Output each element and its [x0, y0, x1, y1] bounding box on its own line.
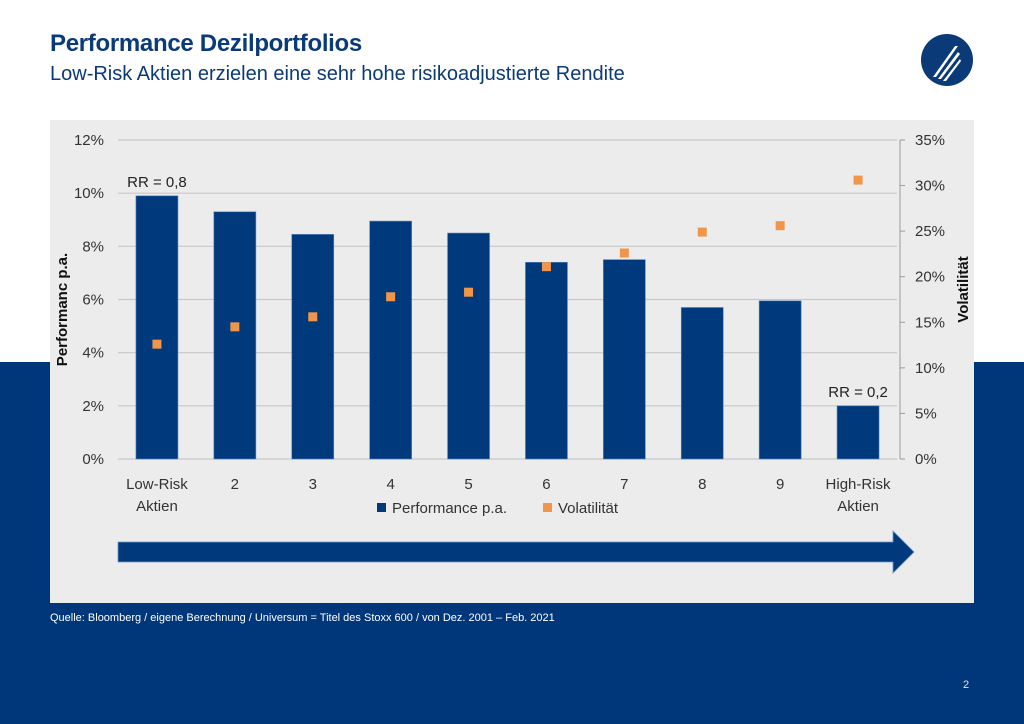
y2-axis-title: Volatilität	[955, 256, 972, 322]
bar-performance	[447, 232, 490, 460]
y-tick-label: 0%	[82, 451, 104, 468]
y-tick-label: 8%	[82, 238, 104, 255]
bar-performance	[836, 405, 880, 460]
rr-annotation: RR = 0,8	[127, 174, 187, 191]
y-axis-title: Performanc p.a.	[54, 253, 71, 366]
bar-performance	[525, 261, 568, 460]
legend-swatch-performance	[377, 503, 386, 512]
bar-performance	[603, 259, 646, 460]
point-volatility	[697, 227, 707, 237]
x-tick-label: High-Risk	[826, 476, 892, 493]
x-tick-label: 3	[309, 476, 317, 493]
x-tick-label: Aktien	[136, 498, 178, 515]
point-volatility	[541, 262, 551, 272]
x-tick-label: Low-Risk	[126, 476, 188, 493]
bar-performance	[758, 300, 802, 460]
y-tick-label: 6%	[82, 292, 104, 309]
y-tick-label: 10%	[74, 185, 104, 202]
point-volatility	[464, 287, 474, 297]
page-subtitle: Low-Risk Aktien erzielen eine sehr hohe …	[50, 63, 625, 85]
source-note: Quelle: Bloomberg / eigene Berechnung / …	[50, 612, 555, 624]
y2-tick-label: 0%	[915, 451, 937, 468]
y2-tick-label: 25%	[915, 223, 945, 240]
bar-performance	[213, 211, 257, 460]
legend-swatch-volatility	[543, 503, 552, 512]
y2-tick-label: 15%	[915, 314, 945, 331]
company-logo-icon	[921, 34, 973, 86]
y2-tick-label: 10%	[915, 360, 945, 377]
x-tick-label: 9	[776, 476, 784, 493]
y2-tick-label: 30%	[915, 178, 945, 195]
x-tick-label: 5	[464, 476, 472, 493]
x-tick-label: 7	[620, 476, 628, 493]
y2-tick-label: 20%	[915, 269, 945, 286]
y2-tick-label: 5%	[915, 405, 937, 422]
point-volatility	[853, 175, 863, 185]
legend-label-performance: Performance p.a.	[392, 500, 507, 517]
point-volatility	[775, 221, 785, 231]
point-volatility	[152, 339, 162, 349]
x-tick-label: 2	[231, 476, 239, 493]
bar-performance	[680, 307, 724, 460]
y2-tick-label: 35%	[915, 132, 945, 149]
page-title: Performance Dezilportfolios	[50, 30, 362, 57]
point-volatility	[619, 248, 629, 258]
y-tick-label: 2%	[82, 398, 104, 415]
bar-performance	[369, 220, 412, 460]
x-tick-label: 4	[386, 476, 394, 493]
x-tick-label: 8	[698, 476, 706, 493]
bar-performance	[135, 195, 179, 460]
x-tick-label: Aktien	[837, 498, 879, 515]
page-number: 2	[963, 679, 970, 691]
chart-panel: 0% 2% 4% 6% 8% 10% 12% 0% 5% 10% 15% 20% 25% 30% 35% Lo…	[50, 120, 974, 603]
legend-label-volatility: Volatilität	[558, 500, 619, 517]
performance-volatility-chart: 0% 2% 4% 6% 8% 10% 12% 0% 5% 10% 15% 20% 25% 30% 35% Lo…	[54, 132, 972, 574]
rr-annotation: RR = 0,2	[828, 384, 888, 401]
risk-direction-arrow	[117, 530, 915, 574]
point-volatility	[230, 322, 240, 332]
y-tick-label: 12%	[74, 132, 104, 149]
point-volatility	[308, 312, 318, 322]
point-volatility	[386, 292, 396, 302]
x-tick-label: 6	[542, 476, 550, 493]
y-tick-label: 4%	[82, 345, 104, 362]
bar-performance	[291, 234, 335, 460]
